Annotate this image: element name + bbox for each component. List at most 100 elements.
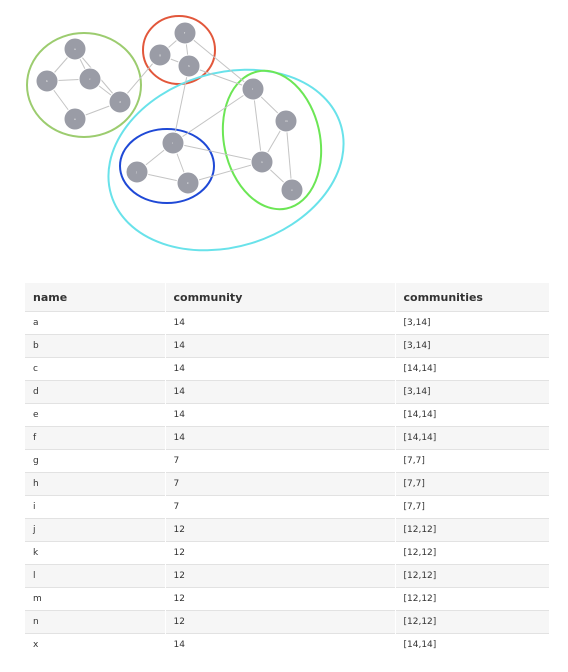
node-e[interactable]: e [63,107,87,131]
community-cell: 7 [165,495,396,519]
node-n[interactable]: n [250,150,274,174]
column-header-community[interactable]: community [165,283,396,312]
name-cell: k [25,541,166,565]
node-circle[interactable] [108,90,132,114]
node-circle[interactable] [78,67,102,91]
edge-k-n [187,161,263,184]
name-cell: h [25,472,166,496]
community-cell: 14 [165,426,396,450]
communities-cell: [7,7] [395,495,550,519]
community-cell: 14 [165,403,396,427]
community-outlines [26,15,345,252]
node-label: l [252,87,253,91]
table-row: c 14 [14,14] [25,357,550,381]
community-outline-lmnx [221,69,323,211]
node-f[interactable]: f [173,21,197,45]
communities-cell: [14,14] [395,403,550,427]
node-circle[interactable] [148,43,172,67]
node-b[interactable]: b [35,69,59,93]
node-circle[interactable] [274,109,298,133]
node-circle[interactable] [63,107,87,131]
community-cell: 14 [165,357,396,381]
communities-cell: [12,12] [395,610,550,634]
node-circle[interactable] [250,150,274,174]
node-x[interactable]: x [280,178,304,202]
node-label: g [159,53,161,57]
table-row: x 14 [14,14] [25,633,550,656]
community-cell: 12 [165,564,396,588]
node-circle[interactable] [35,69,59,93]
communities-cell: [12,12] [395,587,550,611]
community-graph: a b c d e f g h i j k l m n x [26,15,345,252]
node-circle[interactable] [125,160,149,184]
node-a[interactable]: a [63,37,87,61]
node-d[interactable]: d [108,90,132,114]
communities-cell: [3,14] [395,334,550,358]
table-row: i 7 [7,7] [25,495,550,519]
node-label: i [172,141,173,145]
node-m[interactable]: m [274,109,298,133]
node-l[interactable]: l [241,77,265,101]
name-cell: x [25,633,166,656]
node-circle[interactable] [161,131,185,155]
table-header: name community communities [25,283,550,312]
communities-cell: [7,7] [395,472,550,496]
community-cell: 12 [165,518,396,542]
node-circle[interactable] [241,77,265,101]
node-c[interactable]: c [78,67,102,91]
node-label: c [89,77,91,81]
table-row: h 7 [7,7] [25,472,550,496]
column-header-communities[interactable]: communities [395,283,550,312]
table-row: j 12 [12,12] [25,518,550,542]
name-cell: c [25,357,166,381]
table-row: l 12 [12,12] [25,564,550,588]
node-label: m [285,119,288,123]
table-row: d 14 [3,14] [25,380,550,404]
node-circle[interactable] [176,171,200,195]
name-cell: e [25,403,166,427]
edge-i-n [172,142,263,163]
table-header-row: name community communities [25,283,550,312]
results-table: name community communities a 14 [3,14] b 14 [3,… [25,283,550,656]
node-label: j [135,170,137,174]
name-cell: j [25,518,166,542]
communities-cell: [14,14] [395,426,550,450]
communities-cell: [14,14] [395,633,550,656]
node-k[interactable]: k [176,171,200,195]
node-h[interactable]: h [177,54,201,78]
column-header-name[interactable]: name [25,283,166,312]
community-cell: 12 [165,541,396,565]
node-j[interactable]: j [125,160,149,184]
node-circle[interactable] [63,37,87,61]
edge-l-n [252,88,263,163]
communities-cell: [12,12] [395,518,550,542]
edge-f-l [184,32,254,90]
node-circle[interactable] [177,54,201,78]
edge-m-x [285,120,293,191]
node-label: h [188,64,190,68]
name-cell: g [25,449,166,473]
node-label: n [261,160,263,164]
community-cell: 14 [165,380,396,404]
node-circle[interactable] [173,21,197,45]
communities-cell: [12,12] [395,541,550,565]
communities-cell: [7,7] [395,449,550,473]
edge-h-i [172,65,190,144]
node-label: e [74,117,76,121]
node-label: f [184,31,186,35]
table-row: b 14 [3,14] [25,334,550,358]
community-cell: 14 [165,633,396,656]
community-cell: 14 [165,311,396,335]
node-label: k [187,181,189,185]
community-outline-ijk [119,128,215,204]
nodes-layer: a b c d e f g h i j k l m n x [35,21,304,202]
communities-cell: [14,14] [395,357,550,381]
community-outline-abcde [26,32,142,138]
node-g[interactable]: g [148,43,172,67]
name-cell: l [25,564,166,588]
community-outline-outer [107,68,345,252]
node-i[interactable]: i [161,131,185,155]
node-circle[interactable] [280,178,304,202]
community-cell: 14 [165,334,396,358]
results-table-container: name community communities a 14 [3,14] b 14 [3,… [25,283,550,656]
